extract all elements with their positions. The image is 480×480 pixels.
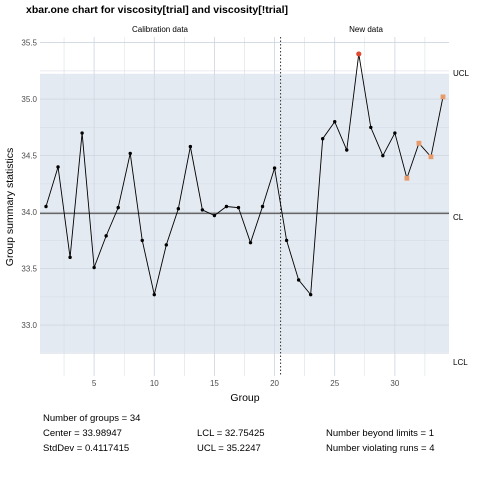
y-tick-label: 34.5 [21,152,37,161]
stat-stddev: StdDev = 0.4117415 [43,441,140,456]
data-point [129,152,132,155]
lcl-label: LCL [453,358,468,367]
data-point [225,205,228,208]
data-point-violating-run [404,176,409,181]
chart-title: xbar.one chart for viscosity[trial] and … [26,4,288,16]
data-point [44,205,47,208]
data-point [393,131,396,134]
data-point [321,137,324,140]
data-point [273,166,276,169]
x-tick-label: 30 [390,379,399,388]
data-point [165,243,168,246]
data-point-beyond-limits [356,51,361,56]
data-point [56,165,59,168]
data-point-violating-run [417,141,422,146]
x-tick-label: 10 [150,379,159,388]
stat-beyond-limits: Number beyond limits = 1 [326,426,435,441]
stats-column-2: LCL = 32.75425 UCL = 35.2247 [197,426,265,456]
y-tick-label: 35.0 [21,95,37,104]
y-tick-label: 35.5 [21,39,37,48]
data-point [249,241,252,244]
data-point [345,148,348,151]
data-point [104,234,107,237]
y-tick-label: 34.0 [21,208,37,217]
section-label-new-data: New data [349,25,383,34]
x-tick-label: 15 [210,379,219,388]
data-point [92,266,95,269]
data-point [285,239,288,242]
data-point [153,293,156,296]
x-tick-label: 5 [92,379,97,388]
stat-center: Center = 33.98947 [43,426,140,441]
data-point [213,214,216,217]
data-point [68,256,71,259]
stat-ucl: UCL = 35.2247 [197,441,265,456]
stat-violating-runs: Number violating runs = 4 [326,441,435,456]
data-point [201,208,204,211]
y-tick-label: 33.0 [21,321,37,330]
data-point [309,293,312,296]
data-point [80,131,83,134]
y-tick-label: 33.5 [21,265,37,274]
data-point [189,145,192,148]
data-point [237,206,240,209]
stat-number-of-groups: Number of groups = 34 [43,411,140,426]
data-point-violating-run [429,154,434,159]
data-point [381,154,384,157]
x-axis-label: Group [230,392,259,404]
data-point [116,206,119,209]
cl-label: CL [453,213,464,222]
stat-lcl: LCL = 32.75425 [197,426,265,441]
data-point [333,120,336,123]
data-point [261,205,264,208]
data-point [177,207,180,210]
section-label-calibration: Calibration data [132,25,189,34]
data-point [369,126,372,129]
data-point-violating-run [441,94,446,99]
ucl-label: UCL [453,69,470,78]
x-tick-label: 20 [270,379,279,388]
stats-column-1: Number of groups = 34 Center = 33.98947 … [43,411,140,456]
data-point [141,239,144,242]
data-point [297,278,300,281]
x-tick-label: 25 [330,379,339,388]
stats-column-3: Number beyond limits = 1 Number violatin… [326,426,435,456]
y-axis-label: Group summary statistics [4,148,16,266]
